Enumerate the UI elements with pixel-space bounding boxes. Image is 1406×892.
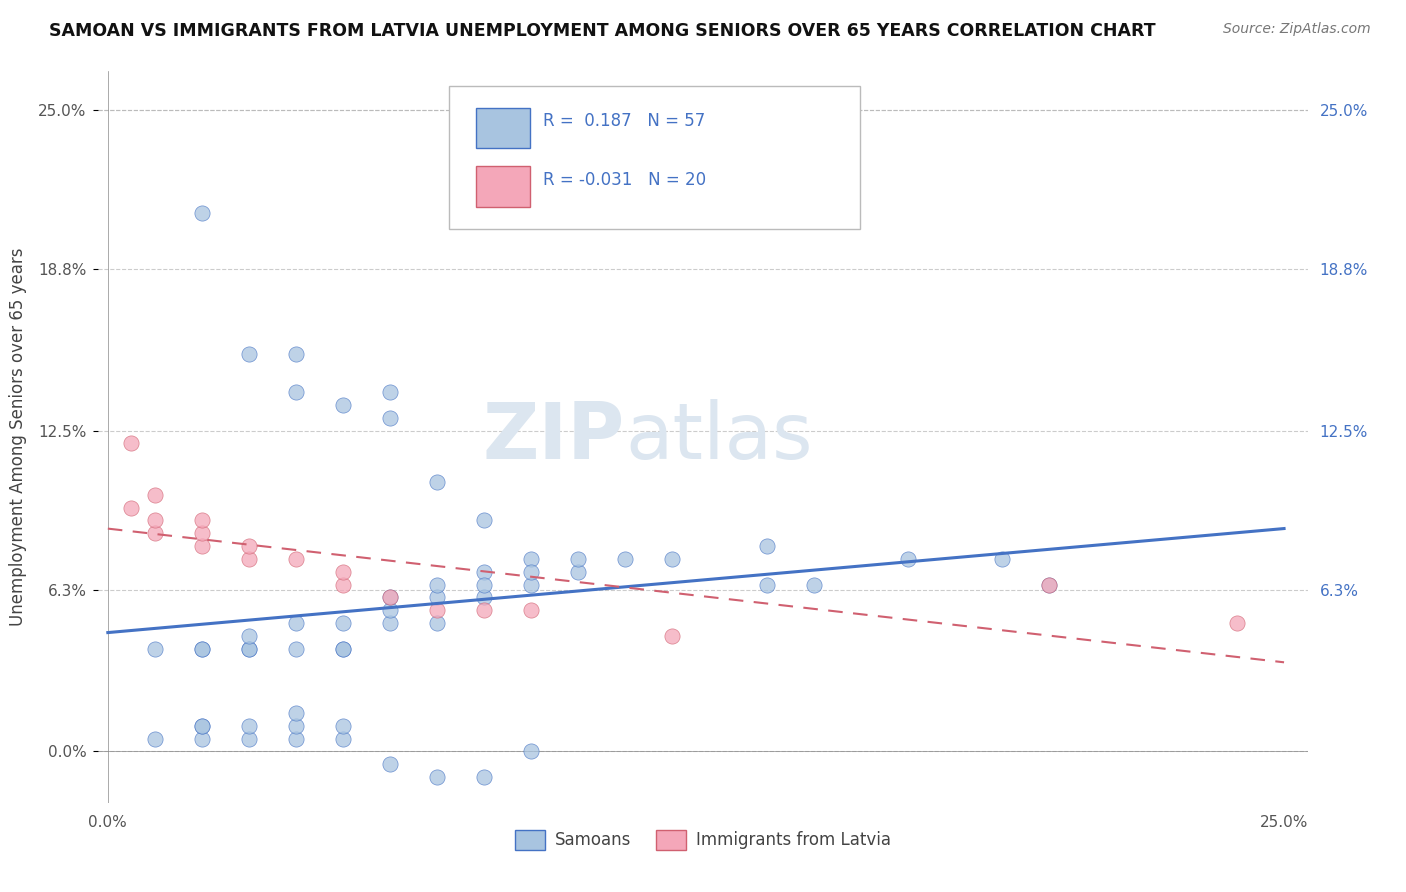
Legend: Samoans, Immigrants from Latvia: Samoans, Immigrants from Latvia	[508, 823, 898, 856]
Point	[191, 526, 214, 541]
Point	[378, 591, 401, 605]
Point	[238, 641, 260, 656]
Point	[238, 719, 260, 733]
Point	[520, 577, 543, 591]
Point	[191, 641, 214, 656]
Point	[472, 577, 495, 591]
Point	[238, 552, 260, 566]
Point	[238, 731, 260, 746]
Point	[378, 603, 401, 617]
Point	[332, 641, 354, 656]
Point	[332, 641, 354, 656]
Point	[285, 706, 308, 720]
Point	[238, 539, 260, 553]
Point	[472, 591, 495, 605]
Point	[1038, 577, 1060, 591]
Point	[143, 731, 166, 746]
Point	[191, 539, 214, 553]
Text: Source: ZipAtlas.com: Source: ZipAtlas.com	[1223, 22, 1371, 37]
Point	[1038, 577, 1060, 591]
Point	[285, 731, 308, 746]
Point	[897, 552, 920, 566]
Point	[120, 436, 142, 450]
Point	[285, 552, 308, 566]
Point	[332, 398, 354, 412]
Point	[567, 565, 589, 579]
Point	[426, 591, 449, 605]
Point	[191, 205, 214, 219]
Point	[472, 565, 495, 579]
Point	[520, 603, 543, 617]
Point	[332, 719, 354, 733]
Point	[285, 616, 308, 631]
FancyBboxPatch shape	[475, 108, 530, 148]
Point	[332, 565, 354, 579]
Point	[1226, 616, 1249, 631]
Point	[191, 719, 214, 733]
Point	[285, 719, 308, 733]
Point	[426, 577, 449, 591]
Point	[567, 552, 589, 566]
Point	[378, 591, 401, 605]
Point	[755, 539, 778, 553]
Y-axis label: Unemployment Among Seniors over 65 years: Unemployment Among Seniors over 65 years	[8, 248, 27, 626]
Point	[238, 629, 260, 643]
Point	[143, 488, 166, 502]
Point	[378, 616, 401, 631]
Point	[520, 565, 543, 579]
Point	[472, 514, 495, 528]
Point	[426, 616, 449, 631]
Point	[661, 552, 683, 566]
Point	[191, 514, 214, 528]
Point	[332, 577, 354, 591]
Text: R =  0.187   N = 57: R = 0.187 N = 57	[543, 112, 706, 130]
Point	[520, 552, 543, 566]
Point	[755, 577, 778, 591]
Point	[191, 641, 214, 656]
Text: R = -0.031   N = 20: R = -0.031 N = 20	[543, 170, 707, 188]
Point	[143, 526, 166, 541]
Point	[990, 552, 1012, 566]
Point	[285, 641, 308, 656]
Point	[378, 757, 401, 772]
Point	[378, 410, 401, 425]
Point	[803, 577, 825, 591]
Point	[238, 641, 260, 656]
Point	[661, 629, 683, 643]
Text: SAMOAN VS IMMIGRANTS FROM LATVIA UNEMPLOYMENT AMONG SENIORS OVER 65 YEARS CORREL: SAMOAN VS IMMIGRANTS FROM LATVIA UNEMPLO…	[49, 22, 1156, 40]
Point	[426, 770, 449, 784]
Text: atlas: atlas	[626, 399, 813, 475]
FancyBboxPatch shape	[449, 86, 860, 228]
Point	[191, 719, 214, 733]
Point	[472, 603, 495, 617]
Point	[378, 385, 401, 400]
Point	[426, 475, 449, 489]
Point	[472, 770, 495, 784]
Point	[285, 346, 308, 360]
Point	[520, 744, 543, 758]
Point	[285, 385, 308, 400]
Point	[614, 552, 637, 566]
Point	[143, 641, 166, 656]
Point	[426, 603, 449, 617]
Point	[143, 514, 166, 528]
Point	[332, 616, 354, 631]
Text: ZIP: ZIP	[482, 399, 624, 475]
Point	[238, 346, 260, 360]
Point	[120, 500, 142, 515]
Point	[191, 731, 214, 746]
FancyBboxPatch shape	[475, 167, 530, 207]
Point	[332, 731, 354, 746]
